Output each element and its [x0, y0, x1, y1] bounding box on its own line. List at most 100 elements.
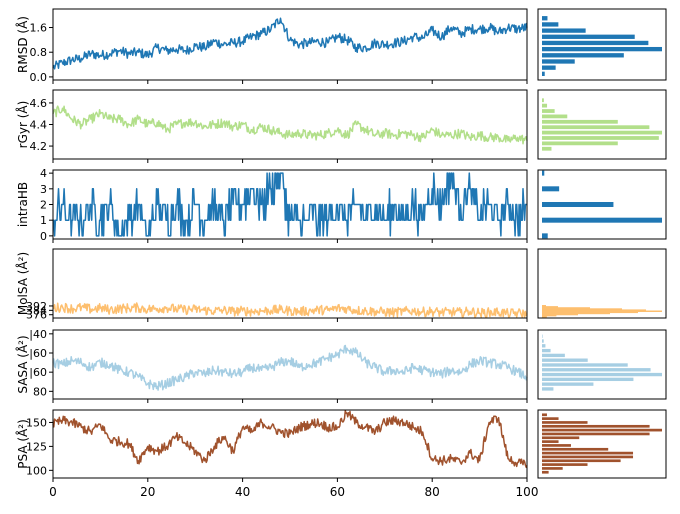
- series-line-3: [52, 302, 528, 319]
- hist-bar: [542, 382, 594, 386]
- y-axis-label: intraHB: [16, 182, 30, 227]
- y-tick-label: 4.6: [30, 97, 48, 110]
- x-tick-label: 20: [140, 485, 155, 499]
- histogram-frame: [537, 8, 667, 81]
- hist-bar: [542, 46, 662, 52]
- hist-bar: [542, 314, 557, 317]
- hist-bar: [542, 40, 649, 46]
- hist-bar: [542, 306, 558, 308]
- hist-bar: [542, 34, 635, 39]
- histogram-frame: [537, 409, 667, 479]
- y-tick-label: 80: [33, 385, 47, 398]
- y-axis-label: RMSD (Å): [15, 16, 30, 73]
- hist-bar: [542, 363, 628, 367]
- y-tick-label: 4.2: [30, 140, 48, 153]
- y-tick-label: 376: [26, 309, 47, 322]
- hist-bar: [542, 16, 548, 21]
- y-tick-label: 1.6: [30, 22, 48, 35]
- hist-bar: [542, 372, 662, 377]
- hist-bar: [542, 444, 571, 447]
- y-tick-label: 125: [26, 440, 47, 453]
- hist-bar: [542, 130, 662, 135]
- hist-bar: [542, 119, 618, 124]
- y-tick-label: 4: [40, 167, 47, 180]
- hist-bar: [542, 463, 588, 466]
- hist-bar: [542, 387, 554, 391]
- y-tick-label: |40: [29, 328, 47, 341]
- hist-bar: [542, 470, 549, 474]
- hist-bar: [542, 424, 650, 428]
- hist-bar: [542, 114, 568, 119]
- hist-bar: [542, 217, 662, 223]
- hist-bar: [542, 334, 543, 338]
- plot-frame: [52, 248, 528, 319]
- hist-bar: [542, 447, 609, 451]
- hist-bar: [542, 451, 634, 455]
- hist-bar: [542, 307, 590, 309]
- hist-bar: [542, 59, 575, 64]
- y-axis-label: SASA (Å²): [15, 335, 30, 393]
- series-line-1: [52, 105, 528, 145]
- y-tick-label: 0: [40, 230, 47, 243]
- hist-bar: [542, 98, 544, 103]
- y-tick-label: 4.4: [30, 119, 48, 132]
- hist-bar: [542, 428, 662, 432]
- hist-bar: [542, 22, 559, 27]
- hist-bar: [542, 308, 622, 310]
- hist-bar: [542, 233, 548, 239]
- histogram-frame: [537, 89, 667, 160]
- x-tick-label: 80: [425, 485, 440, 499]
- x-tick-label: 40: [235, 485, 250, 499]
- plot-frame: [52, 409, 528, 479]
- hist-bar: [542, 28, 586, 33]
- y-axis-label: MolSA (Å²): [15, 252, 30, 315]
- x-tick-label: 100: [516, 485, 539, 499]
- histogram-frame: [537, 248, 667, 319]
- series-line-0: [52, 17, 528, 70]
- hist-bar: [542, 71, 545, 76]
- hist-bar: [542, 368, 651, 372]
- y-tick-label: 3: [40, 183, 47, 196]
- y-tick-label: 392: [26, 300, 47, 313]
- hist-bar: [542, 146, 552, 151]
- hist-bar: [542, 467, 563, 470]
- hist-bar: [542, 432, 650, 436]
- y-axis-label: PSA (Å²): [15, 419, 30, 468]
- y-axis-label: rGyr (Å): [15, 101, 30, 149]
- hist-bar: [542, 312, 610, 315]
- hist-bar: [542, 202, 614, 207]
- y-tick-label: 2: [40, 199, 47, 212]
- hist-bar: [542, 413, 547, 417]
- hist-bar: [542, 103, 548, 108]
- hist-bar: [542, 186, 560, 192]
- histogram-frame: [537, 169, 667, 240]
- hist-bar: [542, 65, 556, 70]
- hist-bar: [542, 353, 565, 358]
- hist-bar: [542, 440, 559, 443]
- hist-bar: [542, 53, 624, 58]
- series-line-2: [53, 172, 527, 237]
- y-tick-label: 1: [40, 214, 47, 227]
- hist-bar: [542, 109, 555, 113]
- hist-bar: [542, 436, 580, 440]
- hist-bar: [542, 417, 559, 420]
- hist-bar: [542, 455, 634, 459]
- y-tick-label: |60: [29, 366, 47, 379]
- hist-bar: [542, 315, 547, 318]
- hist-bar: [542, 309, 646, 311]
- y-tick-label: 150: [26, 416, 47, 429]
- hist-bar: [542, 377, 634, 382]
- hist-bar: [542, 141, 618, 146]
- hist-bar: [542, 348, 551, 353]
- y-tick-label: 0.0: [30, 71, 48, 84]
- series-line-4: [52, 344, 528, 391]
- hist-bar: [542, 170, 545, 176]
- y-tick-label: 0.8: [30, 46, 48, 59]
- hist-bar: [542, 136, 659, 140]
- x-tick-label: 0: [49, 485, 57, 499]
- hist-bar: [542, 421, 588, 424]
- hist-bar: [542, 305, 546, 307]
- hist-bar: [542, 344, 546, 348]
- hist-bar: [542, 459, 621, 463]
- hist-bar: [542, 310, 662, 312]
